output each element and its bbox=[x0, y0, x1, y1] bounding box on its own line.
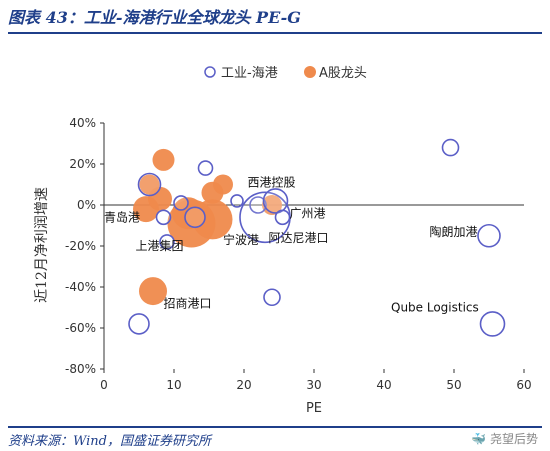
a-share-leader-point bbox=[139, 277, 167, 306]
legend-marker-leader bbox=[304, 66, 316, 78]
x-tick-label: 30 bbox=[306, 378, 321, 392]
y-tick-label: -60% bbox=[65, 321, 96, 335]
y-tick-label: 40% bbox=[69, 116, 96, 130]
industry-point bbox=[249, 196, 267, 214]
point-annotation: 招商港口 bbox=[164, 296, 212, 311]
source-note: 资料来源：Wind，国盛证券研究所 bbox=[8, 434, 211, 449]
industry-point bbox=[155, 209, 172, 226]
industry-point bbox=[128, 313, 150, 335]
industry-point bbox=[197, 160, 214, 176]
legend-label-industry: 工业-海港 bbox=[221, 66, 278, 81]
y-tick-label: -80% bbox=[65, 362, 96, 376]
a-share-leader-point bbox=[213, 174, 233, 195]
point-annotation: 上港集团 bbox=[136, 238, 184, 253]
y-tick-label: 20% bbox=[69, 157, 96, 171]
x-tick-label: 20 bbox=[236, 378, 251, 392]
point-annotation: 西港控股 bbox=[248, 176, 296, 190]
a-share-leader-point bbox=[148, 186, 172, 211]
point-annotation: 广州港 bbox=[290, 206, 326, 220]
x-tick-label: 0 bbox=[100, 378, 108, 392]
x-axis-label: PE bbox=[306, 401, 322, 416]
industry-point bbox=[479, 311, 506, 337]
x-tick-label: 10 bbox=[166, 378, 181, 392]
legend-label-leader: A股龙头 bbox=[319, 66, 367, 81]
footer: 资料来源：Wind，国盛证券研究所 🐳 尧望后势 bbox=[8, 426, 542, 450]
industry-point bbox=[274, 209, 291, 226]
x-tick-label: 50 bbox=[446, 378, 461, 392]
x-tick-label: 60 bbox=[516, 378, 531, 392]
y-tick-label: -20% bbox=[65, 239, 96, 253]
chart-title: 图表 43：工业-海港行业全球龙头 PE-G bbox=[8, 4, 542, 34]
industry-point bbox=[263, 288, 281, 307]
industry-point bbox=[173, 195, 189, 211]
point-annotation: 宁波港 bbox=[223, 232, 259, 247]
x-tick-label: 40 bbox=[376, 378, 391, 392]
industry-point bbox=[477, 223, 501, 248]
industry-point bbox=[441, 138, 460, 157]
legend: 工业-海港 A股龙头 bbox=[204, 66, 367, 81]
industry-point bbox=[159, 234, 175, 250]
industry-point bbox=[137, 172, 162, 197]
a-share-leader-point bbox=[152, 148, 175, 171]
point-annotation: Qube Logistics bbox=[391, 301, 479, 315]
y-tick-label: 0% bbox=[77, 198, 96, 212]
industry-point bbox=[184, 206, 206, 229]
watermark: 🐳 尧望后势 bbox=[471, 432, 538, 446]
industry-point bbox=[262, 188, 289, 214]
plot-area: 40% 20% 0% -20% -40% -60% -80% 0 10 20 30 40 50 60 西港控… bbox=[65, 116, 532, 392]
point-annotation: 陶朗加港 bbox=[430, 224, 478, 239]
a-share-leader-point bbox=[192, 199, 233, 240]
point-annotation: 青岛港 bbox=[104, 209, 140, 224]
y-tick-label: -40% bbox=[65, 280, 96, 294]
point-annotation: 阿达尼港口 bbox=[269, 231, 329, 245]
y-axis-label: 近12月净利润增速 bbox=[34, 187, 50, 303]
industry-point bbox=[230, 194, 244, 208]
legend-marker-industry bbox=[204, 66, 216, 78]
